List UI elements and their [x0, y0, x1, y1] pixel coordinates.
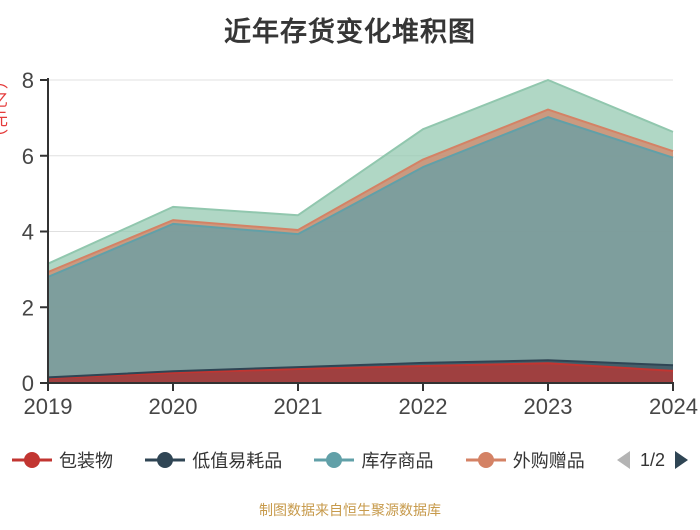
y-tick-label: 2	[22, 295, 34, 320]
line-series-1	[47, 362, 674, 380]
chart-title: 近年存货变化堆积图	[224, 17, 476, 47]
line-series-5	[47, 79, 674, 265]
area-series-3	[48, 117, 673, 384]
legend-item-4[interactable]: 外购赠品	[465, 447, 585, 473]
legend-item-label: 库存商品	[361, 451, 434, 471]
legend-item-1[interactable]: 包装物	[12, 447, 113, 473]
x-tick-label: 2019	[24, 394, 73, 419]
legend-item-label: 低值易耗品	[192, 451, 283, 471]
legend-bar: 包装物 低值易耗品 库存商品 外购赠品 1/2	[0, 447, 700, 473]
x-tick-label: 2022	[399, 394, 448, 419]
area-series-1	[48, 363, 673, 383]
legend-next-page-icon[interactable]	[674, 451, 688, 469]
legend-marker-icon	[12, 452, 52, 468]
legend-marker-icon	[145, 452, 186, 468]
y-axis-unit-label: （亿元）	[0, 72, 7, 148]
x-tick-label: 2020	[149, 394, 198, 419]
legend-item-label: 包装物	[59, 451, 113, 471]
x-tick-label: 2021	[274, 394, 323, 419]
legend-pager: 1/2	[616, 449, 688, 471]
legend-marker-icon	[314, 452, 355, 468]
legend-item-label: 外购赠品	[512, 451, 585, 471]
line-series-3	[47, 116, 674, 278]
legend-item-2[interactable]: 低值易耗品	[145, 447, 282, 473]
y-tick-label: 6	[22, 144, 34, 169]
y-tick-label: 8	[22, 68, 34, 93]
line-series-2	[47, 359, 674, 379]
legend-page-indicator: 1/2	[639, 449, 665, 470]
legend-marker-icon	[465, 452, 506, 468]
x-tick-label: 2024	[649, 394, 698, 419]
data-source-note: 制图数据来自恒生聚源数据库	[259, 502, 441, 518]
y-tick-label: 0	[22, 371, 34, 396]
x-tick-label: 2023	[524, 394, 573, 419]
legend-prev-page-icon[interactable]	[616, 451, 630, 469]
legend-item-3[interactable]: 库存商品	[314, 447, 433, 473]
line-series-4	[47, 108, 674, 273]
y-tick-label: 4	[22, 220, 34, 245]
